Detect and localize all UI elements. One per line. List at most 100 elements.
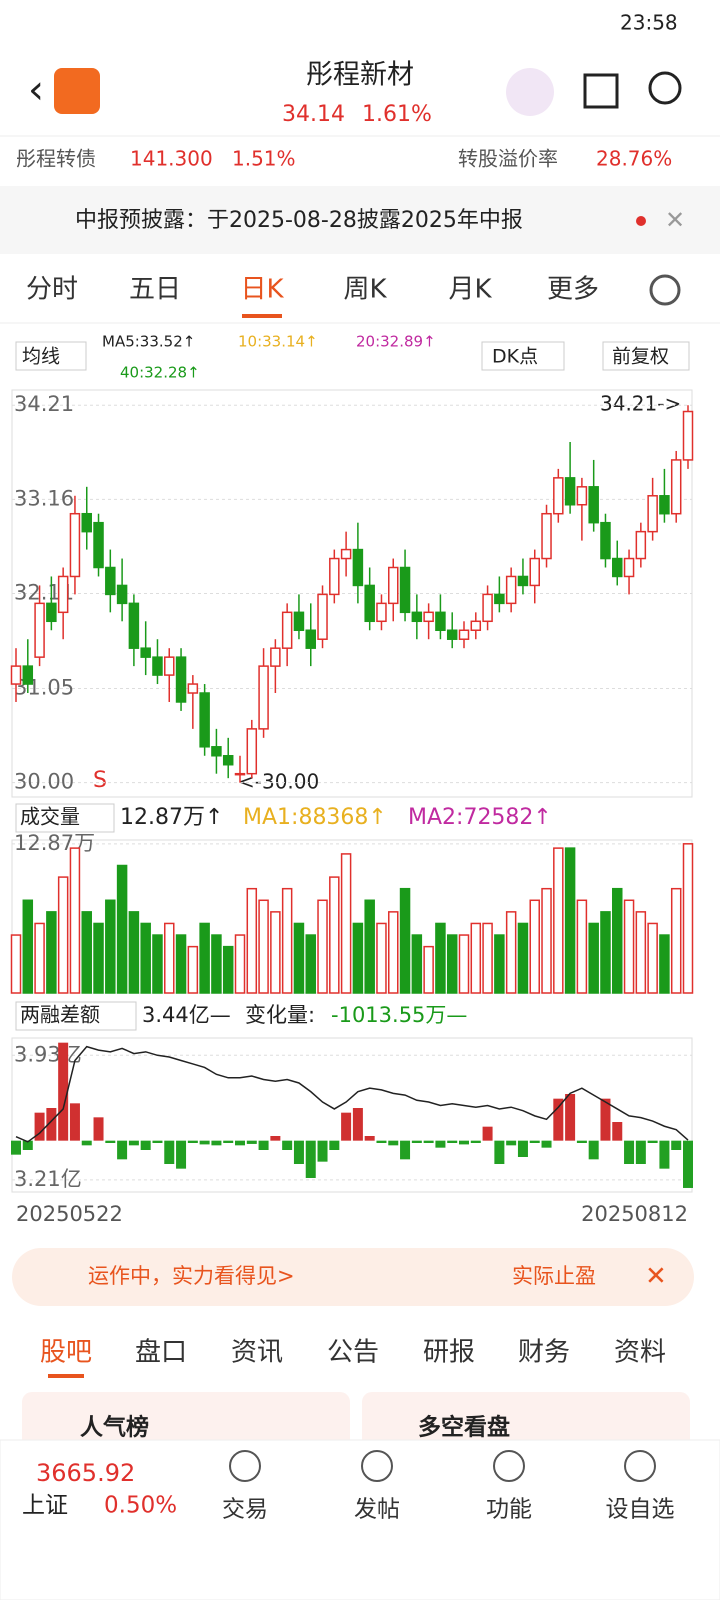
- candle-body: [600, 521, 611, 560]
- margin-change-bar: [435, 1140, 446, 1148]
- nav-icon: [493, 1450, 525, 1482]
- section-tab[interactable]: 公告: [327, 1338, 379, 1368]
- tab[interactable]: 日K: [240, 275, 284, 305]
- margin-change-bar: [223, 1140, 234, 1143]
- volume-bar: [564, 847, 576, 994]
- ma-box[interactable]: [15, 341, 87, 371]
- volume-bar: [222, 945, 234, 994]
- volume-bar: [682, 843, 694, 994]
- section-tab[interactable]: 股吧: [40, 1338, 92, 1368]
- banner-close[interactable]: ✕: [645, 1262, 667, 1292]
- volume-bar: [234, 934, 246, 994]
- margin-panel: [11, 1037, 693, 1193]
- adjust-box[interactable]: [602, 341, 690, 371]
- candle-body: [164, 656, 175, 676]
- card[interactable]: [22, 1392, 350, 1452]
- candle-body: [446, 629, 458, 640]
- x-end: 20250812: [581, 1202, 688, 1226]
- candle-body: [529, 557, 540, 587]
- vol-box[interactable]: [15, 803, 115, 833]
- candle-body: [659, 495, 670, 515]
- back[interactable]: ‹: [28, 67, 44, 113]
- candle-body: [505, 575, 517, 605]
- margin-change-bar: [506, 1140, 517, 1146]
- volume-bar: [517, 922, 529, 994]
- volume-bar: [494, 934, 505, 994]
- volume-bar: [446, 934, 458, 994]
- assistant[interactable]: [506, 68, 554, 116]
- nav-item[interactable]: 功能: [486, 1497, 532, 1523]
- ma5: MA5:33.52↑: [102, 333, 195, 351]
- y-tick-label: 12.87万: [14, 831, 95, 855]
- margin-change-bar: [553, 1098, 564, 1141]
- vol-selector: 成交量: [20, 805, 80, 829]
- tab[interactable]: 五日: [129, 275, 181, 305]
- margin-change-bar: [117, 1140, 128, 1160]
- volume-bar: [588, 922, 599, 994]
- card[interactable]: [362, 1392, 690, 1452]
- candle-body: [116, 584, 128, 605]
- index-change: 0.50%: [104, 1493, 177, 1519]
- margin-change-bar: [46, 1108, 57, 1141]
- margin-change: -1013.55万—: [331, 1003, 467, 1027]
- margin-change-bar: [659, 1140, 670, 1169]
- tab[interactable]: 月K: [448, 275, 492, 305]
- margin-change-bar: [69, 1103, 80, 1141]
- margin-change-bar: [671, 1140, 682, 1150]
- margin-change-bar: [364, 1136, 375, 1141]
- candle-body: [175, 656, 187, 703]
- margin-change-bar: [541, 1140, 552, 1148]
- margin-box[interactable]: [15, 1001, 137, 1031]
- stock-title: 彤程新材: [306, 60, 414, 91]
- tab[interactable]: 更多: [547, 275, 599, 305]
- notice: 中报预披露：于2025-08-28披露2025年中报: [75, 208, 523, 233]
- y-tick-label: 33.16: [14, 486, 74, 510]
- candle-body: [46, 602, 57, 623]
- tab[interactable]: 分时: [26, 275, 78, 305]
- volume-bar: [670, 887, 682, 994]
- stock-change: 1.61%: [362, 102, 432, 127]
- section-tab[interactable]: 盘口: [135, 1338, 187, 1368]
- candle-body: [187, 683, 199, 694]
- y-tick-label: 3.21亿: [14, 1167, 82, 1191]
- volume-bar: [317, 899, 328, 994]
- index-value: 3665.92: [36, 1459, 135, 1487]
- candle-body: [553, 477, 564, 515]
- nav-item[interactable]: 交易: [222, 1497, 268, 1523]
- candle-body: [435, 611, 446, 632]
- section-tab[interactable]: 资料: [614, 1338, 666, 1368]
- close[interactable]: ✕: [665, 206, 685, 234]
- y-tick-label: 34.21: [14, 392, 74, 416]
- share[interactable]: [583, 73, 619, 109]
- volume-bar: [46, 911, 57, 994]
- dk-box[interactable]: [481, 341, 565, 371]
- volume-bar: [57, 876, 69, 994]
- notice-bar[interactable]: [0, 186, 720, 254]
- tab[interactable]: 周K: [343, 275, 387, 305]
- margin-change-bar: [470, 1140, 481, 1143]
- vol-ma2: MA2:72582↑: [408, 805, 552, 830]
- volume-bar: [22, 899, 34, 994]
- section-tab[interactable]: 资讯: [231, 1338, 283, 1368]
- vol-ma1: MA1:88368↑: [243, 805, 387, 830]
- margin-change-bar: [34, 1112, 45, 1141]
- margin-change-bar: [317, 1140, 328, 1162]
- banner[interactable]: [12, 1248, 694, 1306]
- volume-bar: [541, 887, 552, 994]
- search[interactable]: [648, 71, 682, 105]
- volume-bar: [659, 934, 670, 994]
- ma40: 40:32.28↑: [120, 364, 200, 382]
- section-tab[interactable]: 研报: [423, 1338, 475, 1368]
- volume-bar: [600, 911, 611, 994]
- settings[interactable]: [649, 274, 681, 306]
- candle-body: [682, 410, 694, 461]
- candle-body: [388, 566, 399, 605]
- nav-item[interactable]: 发帖: [354, 1497, 400, 1523]
- section-tab[interactable]: 财务: [518, 1338, 570, 1368]
- nav-item[interactable]: 设自选: [606, 1497, 675, 1523]
- premium: 28.76%: [596, 147, 672, 171]
- ma-selector: 均线: [22, 346, 60, 368]
- volume-bar: [576, 899, 588, 994]
